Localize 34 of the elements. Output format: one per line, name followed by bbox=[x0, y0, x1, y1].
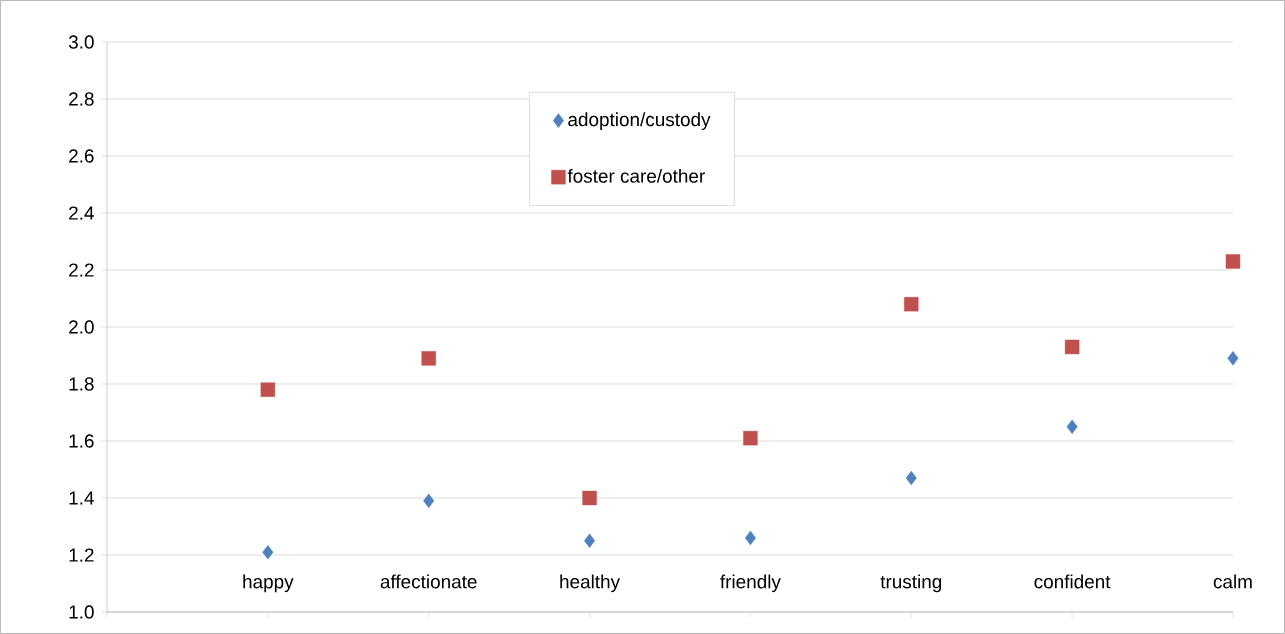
legend-label: foster care/other bbox=[567, 168, 705, 183]
y-tick-label: 1.8 bbox=[69, 377, 94, 391]
legend-label: adoption/custody bbox=[568, 112, 711, 130]
x-tick-label: happy bbox=[243, 574, 294, 593]
point bbox=[905, 470, 917, 486]
y-tick-label: 3.0 bbox=[68, 35, 94, 49]
x-tick-label: healthy bbox=[560, 574, 621, 593]
point bbox=[423, 493, 435, 509]
y-tick-label: 1.2 bbox=[69, 548, 94, 562]
y-tick-label: 2.2 bbox=[69, 263, 94, 277]
point bbox=[1066, 419, 1078, 434]
y-tick-label: 1.0 bbox=[69, 605, 94, 619]
point bbox=[1064, 339, 1080, 355]
y-tick-label: 2.4 bbox=[69, 206, 94, 220]
y-tick-label: 2.8 bbox=[69, 92, 94, 106]
point bbox=[744, 530, 756, 546]
x-tick-label: confident bbox=[1034, 574, 1111, 589]
point bbox=[260, 382, 276, 397]
x-tick-label: affectionate bbox=[380, 574, 477, 589]
point bbox=[584, 533, 596, 548]
point bbox=[1225, 254, 1241, 269]
y-tick-label: 1.4 bbox=[69, 491, 94, 505]
point bbox=[904, 297, 919, 312]
point bbox=[262, 544, 274, 560]
x-tick-label: calm bbox=[1213, 574, 1252, 589]
y-tick-label: 2.6 bbox=[69, 149, 94, 163]
point bbox=[582, 490, 597, 506]
x-tick-label: friendly bbox=[720, 574, 781, 593]
x-tick-label: trusting bbox=[880, 574, 942, 593]
point bbox=[743, 430, 758, 446]
point bbox=[421, 351, 436, 366]
y-tick-label: 2.0 bbox=[69, 320, 94, 334]
y-tick-label: 1.6 bbox=[69, 434, 94, 448]
point bbox=[1227, 351, 1239, 366]
